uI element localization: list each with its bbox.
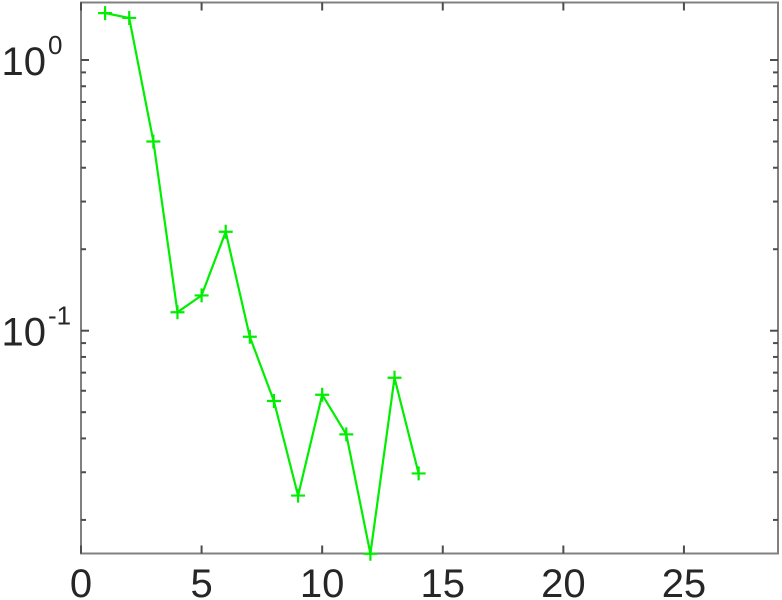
y-tick-label-exponent: 0: [48, 30, 62, 60]
x-tick-label: 5: [190, 562, 212, 600]
data-marker-plus: [218, 224, 233, 239]
data-marker-plus: [98, 6, 113, 21]
data-marker-plus: [315, 387, 330, 402]
y-tick-label-exponent: -1: [48, 301, 71, 331]
x-tick-label: 0: [70, 562, 92, 600]
data-marker-plus: [387, 370, 402, 385]
data-marker-plus: [122, 10, 137, 25]
data-line: [104, 12, 420, 555]
y-tick-label-base: 10: [2, 40, 47, 84]
data-marker-plus: [291, 488, 306, 503]
data-marker-plus: [339, 427, 354, 442]
plot-box: [80, 1, 779, 555]
data-marker-plus: [242, 329, 257, 344]
data-marker-plus: [411, 466, 426, 481]
data-marker-plus: [170, 305, 185, 320]
y-tick-label-base: 10: [2, 311, 47, 355]
data-marker-plus: [363, 546, 378, 561]
data-marker-plus: [266, 393, 281, 408]
x-tick-label: 10: [300, 562, 345, 600]
x-tick-label: 20: [541, 562, 586, 600]
data-marker-plus: [146, 134, 161, 149]
x-tick-label: 15: [421, 562, 466, 600]
data-marker-plus: [194, 288, 209, 303]
x-tick-label: 25: [662, 562, 707, 600]
